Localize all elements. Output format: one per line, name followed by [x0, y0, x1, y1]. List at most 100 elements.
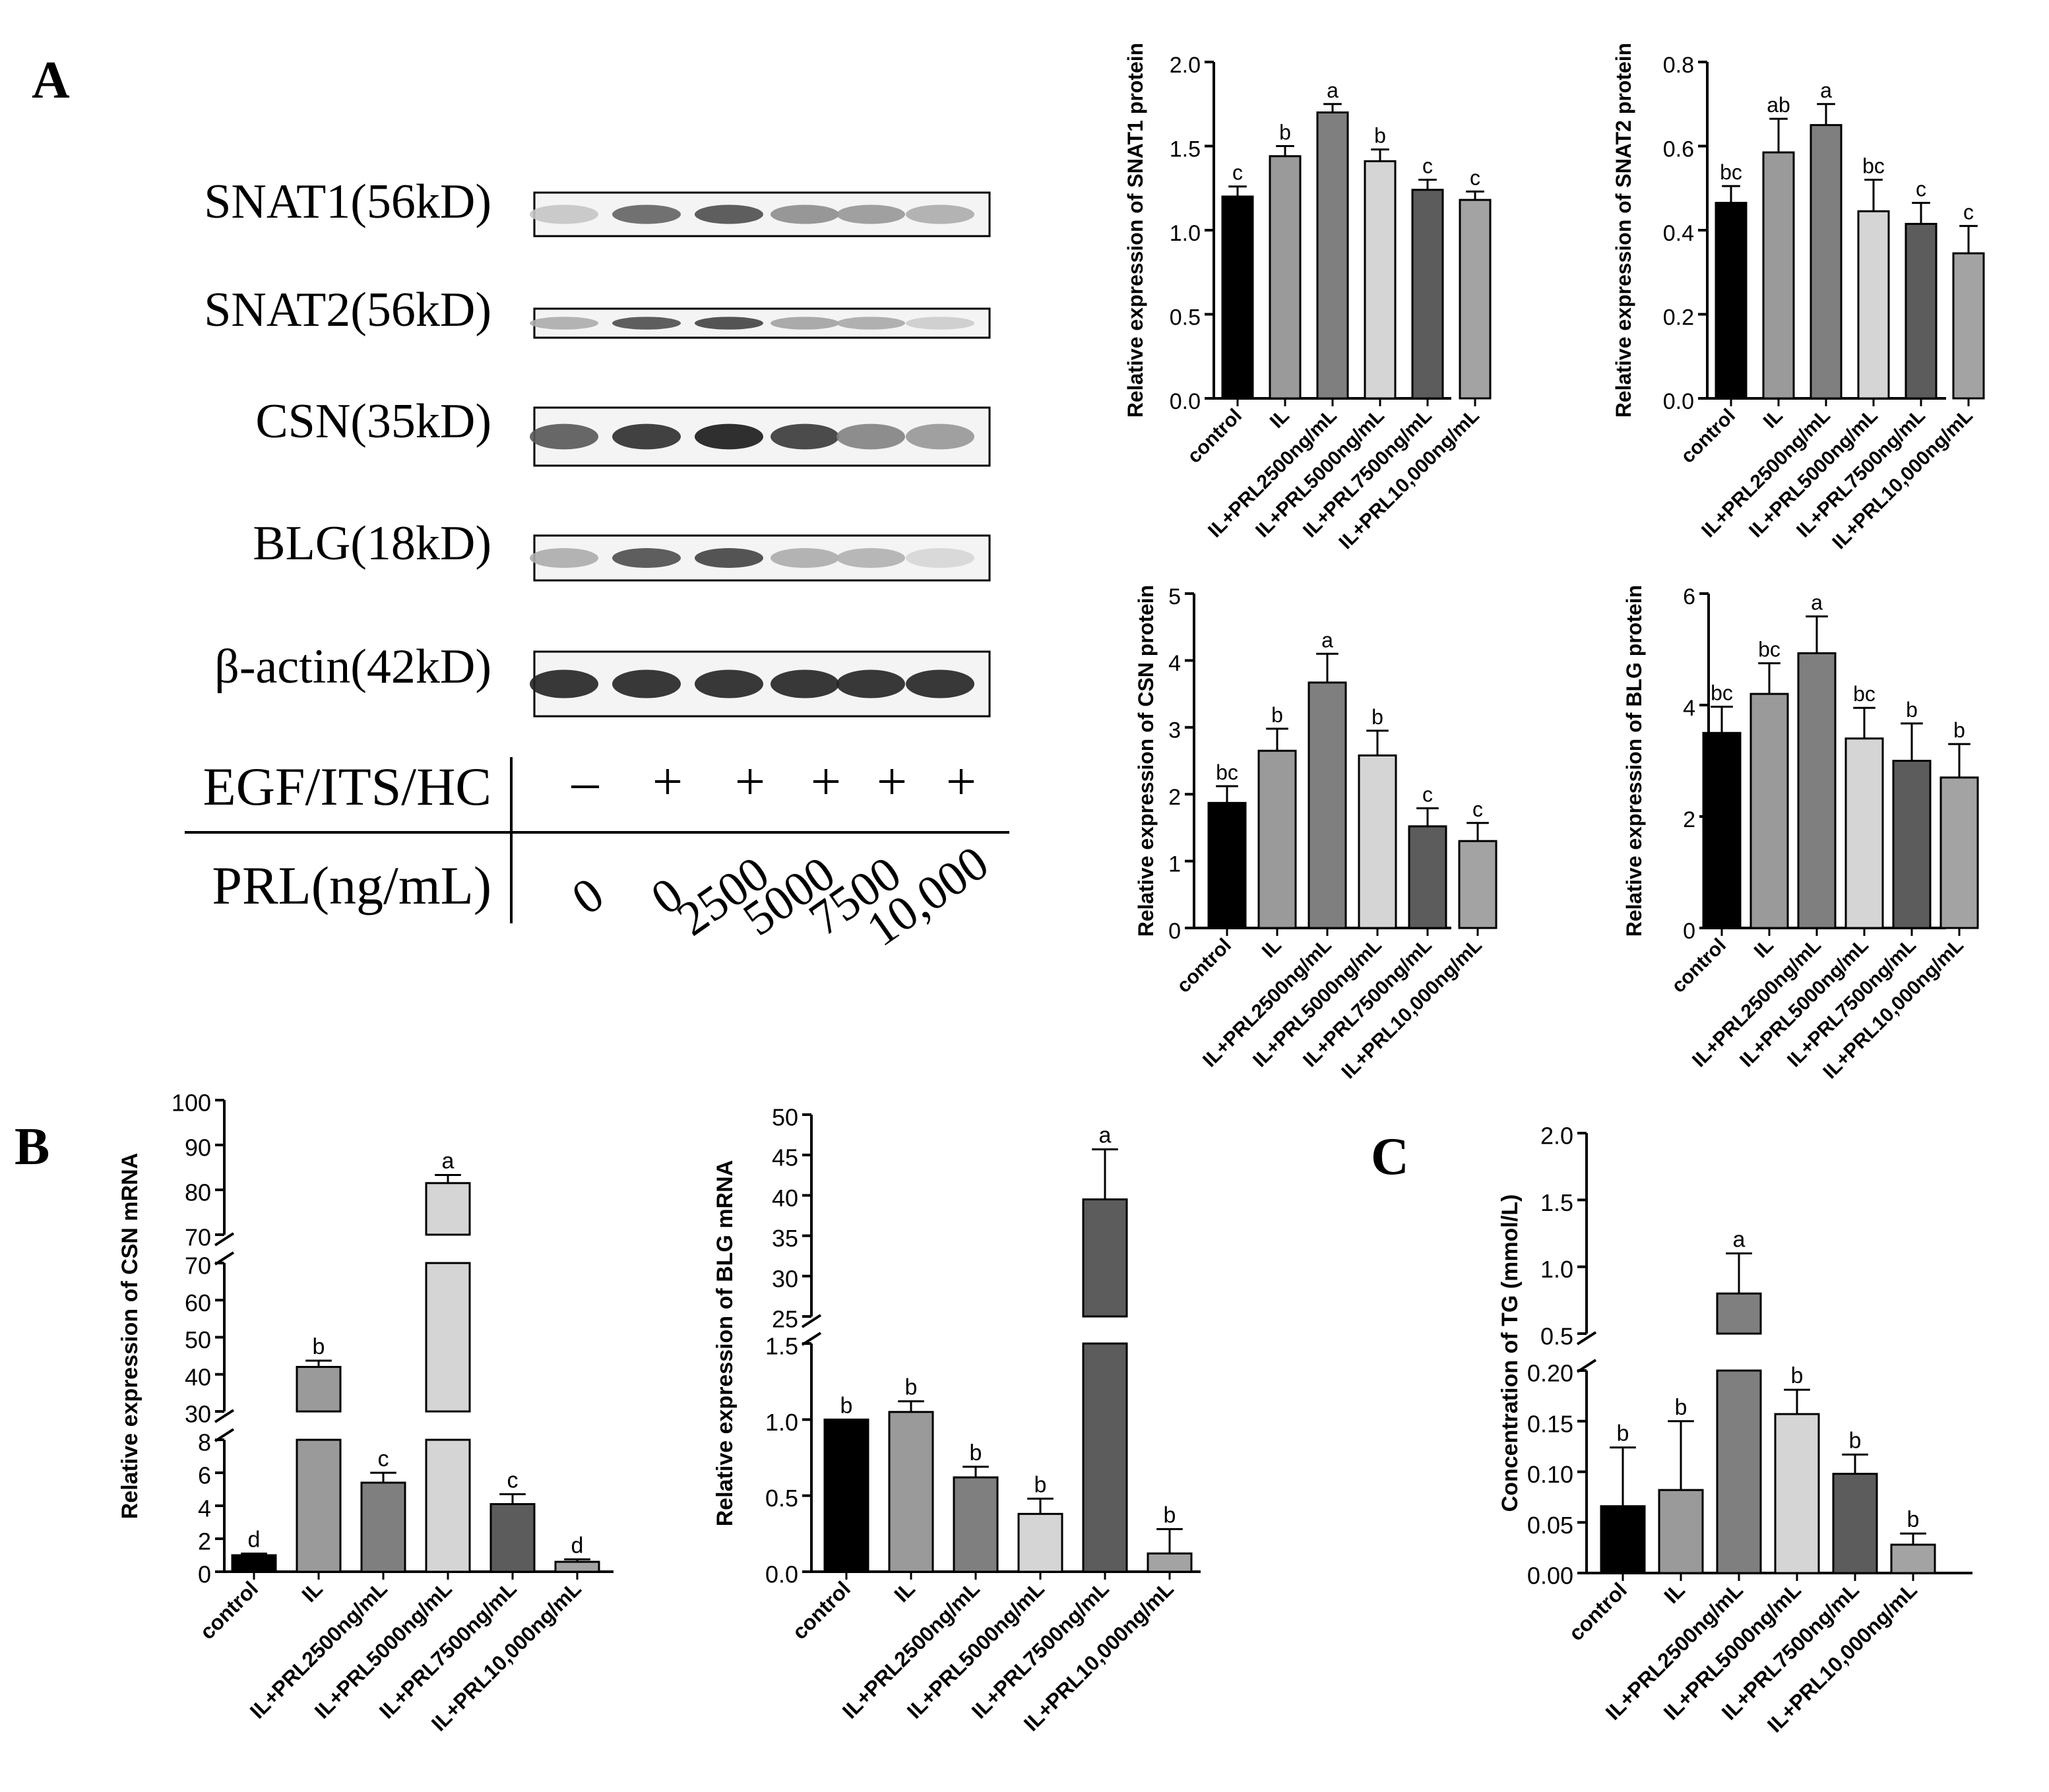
y-tick-label: 30 [772, 1265, 798, 1292]
blot-band [836, 317, 905, 330]
blot-band [695, 548, 763, 568]
y-tick-label: 2 [1168, 785, 1181, 810]
blot-band [695, 669, 763, 698]
bar [554, 1560, 600, 1573]
blot-band [530, 204, 598, 224]
bar [1408, 825, 1447, 929]
significance-letter: bc [1758, 638, 1781, 662]
significance-letter: b [1164, 1502, 1176, 1528]
bar [1221, 195, 1254, 400]
y-tick-label: 70 [185, 1252, 211, 1280]
chart-csn_protein: 0 1 2 3 4 5 Relative expression of CSN protein… [1134, 584, 1497, 1083]
blot-band [530, 669, 598, 698]
y-tick-label: 0.15 [1527, 1410, 1573, 1437]
y-tick-label: 0.2 [1663, 305, 1694, 330]
y-axis-label: Concentration of TG (mmol/L) [1497, 1194, 1523, 1512]
significance-letter: a [1321, 628, 1333, 652]
blot-band [612, 423, 681, 450]
bar [1269, 155, 1302, 400]
bar [1316, 111, 1349, 400]
bar [953, 1476, 999, 1573]
y-tick-label: 0.5 [1540, 1323, 1573, 1350]
significance-letter: d [571, 1533, 584, 1558]
significance-letter: ab [1767, 93, 1790, 117]
bar [1207, 801, 1247, 929]
blot-band [906, 423, 974, 450]
blot-band [612, 204, 681, 224]
significance-letter: b [1907, 1507, 1920, 1532]
y-tick-label: 50 [772, 1104, 798, 1131]
y-tick-label: 0 [198, 1561, 211, 1588]
y-tick-label: 30 [185, 1401, 211, 1428]
y-tick-label: 25 [772, 1306, 798, 1333]
bar [1905, 222, 1938, 400]
bar [1762, 151, 1795, 400]
y-tick-label: 6 [198, 1462, 211, 1489]
bar [1716, 1369, 1762, 1574]
significance-letter: b [840, 1393, 853, 1418]
y-tick-label: 1.5 [765, 1333, 798, 1360]
significance-letter: c [1470, 166, 1480, 189]
bar [1459, 199, 1492, 400]
chart-snat2: 0.0 0.2 0.4 0.6 0.8 Relative expression of SN… [1612, 43, 1985, 553]
blot-band [771, 317, 839, 330]
x-category-label: control [1677, 405, 1740, 468]
y-axis-label: Relative expression of SNAT1 protein [1123, 43, 1147, 417]
bar [1411, 189, 1444, 400]
blot-band [836, 548, 905, 568]
bar [1257, 749, 1297, 929]
significance-letter: b [970, 1440, 982, 1466]
significance-letter: b [1279, 121, 1291, 144]
chart-tg: 0.00 0.05 0.10 0.15 0.20 0.5 1.0 1.5 2.0 Concentr… [1497, 1123, 1972, 1737]
x-category-label: IL [889, 1576, 920, 1607]
bar [1857, 210, 1890, 400]
bar [1147, 1552, 1193, 1573]
significance-letter: c [1472, 797, 1483, 821]
bar [425, 1182, 471, 1236]
blot-band [695, 204, 763, 224]
blot-band [695, 317, 763, 330]
blot-band [530, 423, 598, 450]
bar [1082, 1342, 1128, 1573]
y-tick-label: 2.0 [1540, 1123, 1573, 1150]
blot-band [906, 548, 974, 568]
significance-letter: c [1963, 201, 1974, 224]
x-category-label: control [1183, 405, 1246, 468]
blot-band [530, 548, 598, 568]
y-tick-label: 45 [772, 1144, 798, 1171]
x-category-label: IL [297, 1576, 327, 1607]
bar [1890, 1543, 1936, 1574]
significance-letter: bc [1216, 760, 1238, 784]
bar [489, 1503, 536, 1573]
y-tick-label: 2 [1683, 807, 1695, 832]
bar [1358, 754, 1397, 929]
bar [1364, 160, 1397, 400]
bar [1458, 840, 1497, 929]
y-tick-label: 50 [185, 1326, 211, 1353]
y-tick-label: 40 [772, 1185, 798, 1212]
panel-label-b: B [15, 1118, 49, 1176]
blot-band [906, 669, 974, 698]
blot-band [612, 317, 681, 330]
y-tick-label: 5 [1168, 584, 1181, 609]
significance-letter: c [1422, 154, 1433, 178]
significance-letter: b [1617, 1421, 1629, 1446]
blot-band [771, 423, 839, 450]
y-tick-label: 0.6 [1663, 137, 1694, 162]
y-tick-label: 0.05 [1527, 1512, 1573, 1539]
significance-letter: c [507, 1468, 519, 1493]
y-tick-label: 80 [185, 1179, 211, 1206]
axis-break-mark [1576, 1331, 1597, 1345]
significance-letter: a [1820, 78, 1832, 102]
significance-letter: b [1371, 705, 1383, 729]
significance-letter: a [1099, 1123, 1112, 1148]
significance-letter: b [1675, 1395, 1687, 1420]
x-category-label: IL [1759, 405, 1787, 433]
x-category-label: IL [1750, 935, 1778, 962]
bar [1750, 693, 1789, 929]
x-category-label: control [1668, 935, 1730, 997]
y-tick-label: 1.5 [1170, 137, 1201, 162]
treatment-sign: + [735, 751, 765, 811]
